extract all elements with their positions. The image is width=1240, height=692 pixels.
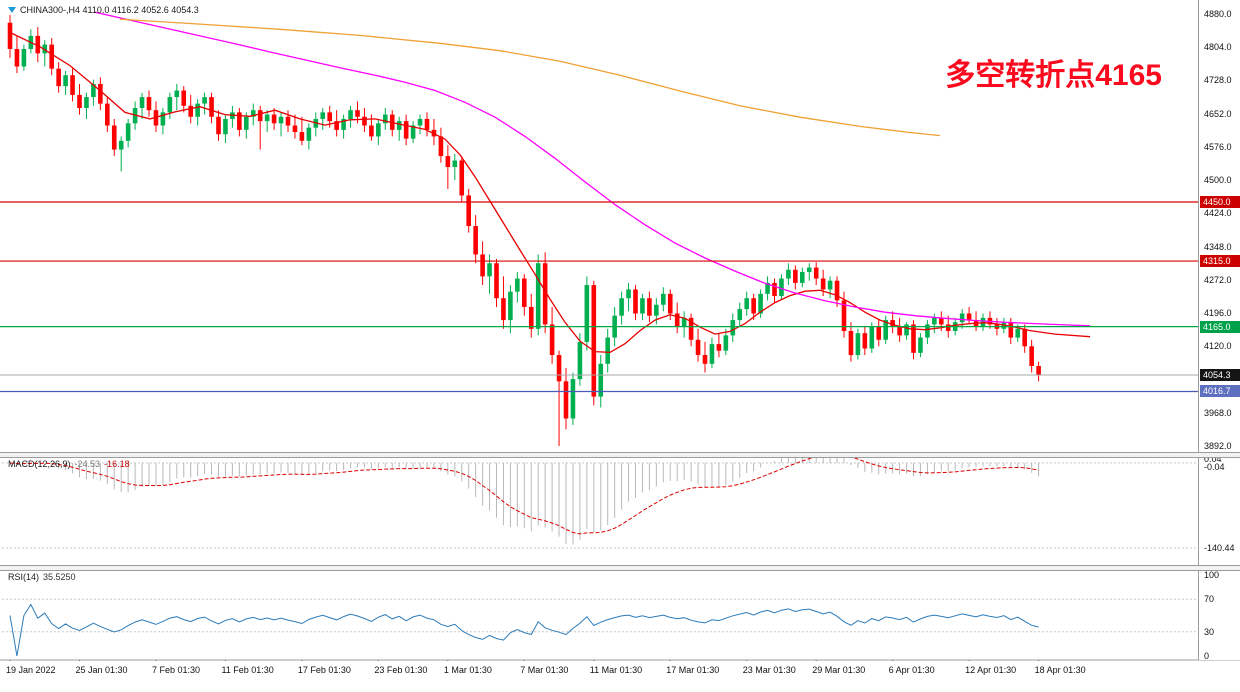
y-axis-label: 4196.0 [1204, 308, 1232, 319]
y-axis-label: 4424.0 [1204, 208, 1232, 219]
y-axis-label: 3968.0 [1204, 407, 1232, 418]
macd-indicator-label: MACD(12,26,9) -24.53 -16.18 [8, 459, 130, 469]
price-axis[interactable]: 4880.0 4804.0 4728.0 4652.0 4576.0 4500.0 4424… [1198, 0, 1240, 661]
x-axis-label: 19 Jan 2022 [6, 665, 56, 675]
x-axis-label: 11 Feb 01:30 [221, 665, 274, 675]
y-axis-label: 4272.0 [1204, 274, 1232, 285]
y-axis-label: 4576.0 [1204, 141, 1232, 152]
x-axis-label: 17 Mar 01:30 [666, 665, 720, 675]
y-axis-label: 4880.0 [1204, 9, 1232, 19]
y-axis-label: 30 [1204, 626, 1215, 637]
x-axis-label: 29 Mar 01:30 [812, 665, 866, 675]
x-axis-label: 23 Feb 01:30 [374, 665, 428, 675]
y-axis-label: 4652.0 [1204, 108, 1232, 119]
x-axis-label: 12 Apr 01:30 [965, 665, 1017, 675]
panel-separator-macd[interactable] [0, 452, 1240, 458]
x-axis-label: 7 Mar 01:30 [520, 665, 569, 675]
panel-separator-rsi[interactable] [0, 565, 1240, 571]
x-axis-label: 23 Mar 01:30 [742, 665, 796, 675]
y-axis-label: 4804.0 [1204, 42, 1232, 53]
chart-annotation-text: 多空转折点4165 [945, 59, 1162, 92]
y-axis-label: -0.04 [1204, 462, 1225, 472]
macd-name: MACD(12,26,9) [8, 459, 71, 469]
y-axis-label: 0 [1204, 651, 1210, 661]
y-axis-label: 4728.0 [1204, 75, 1232, 86]
x-axis-label: 17 Feb 01:30 [297, 665, 351, 675]
x-axis-label: 6 Apr 01:30 [888, 665, 935, 675]
rsi-indicator-label: RSI(14) 35.5250 [8, 572, 76, 582]
x-axis-label: 11 Mar 01:30 [589, 665, 643, 675]
x-axis-label: 7 Feb 01:30 [151, 665, 200, 675]
y-axis-label: 4120.0 [1204, 341, 1232, 352]
price-tag: 4165.0 [1200, 320, 1240, 333]
macd-signal-value: -16.18 [104, 459, 130, 469]
y-axis-label: 4500.0 [1204, 175, 1232, 186]
y-axis-label: 70 [1204, 594, 1215, 605]
macd-main-value: -24.53 [74, 459, 101, 469]
y-axis-label: -140.44 [1204, 543, 1235, 553]
price-tag: 4054.3 [1200, 369, 1240, 382]
y-axis-label: 4348.0 [1204, 241, 1232, 252]
x-axis-label: 18 Apr 01:30 [1034, 665, 1086, 675]
y-axis-label: 100 [1204, 570, 1220, 580]
rsi-value: 35.5250 [43, 572, 76, 582]
x-axis-label: 1 Mar 01:30 [443, 665, 492, 675]
x-axis-label: 25 Jan 01:30 [75, 665, 128, 675]
symbol-info: CHINA300-,H4 4110.0 4116.2 4052.6 4054.3 [8, 5, 199, 15]
y-axis-label: 0.04 [1204, 454, 1222, 464]
time-axis[interactable]: 19 Jan 2022 25 Jan 01:30 7 Feb 01:30 11 Feb… [0, 661, 1240, 692]
price-tag: 4315.0 [1200, 255, 1240, 268]
price-tag: 4016.7 [1200, 385, 1240, 398]
symbol-ohlc-text: CHINA300-,H4 4110.0 4116.2 4052.6 4054.3 [20, 5, 199, 15]
symbol-dropdown-icon [8, 7, 16, 13]
y-axis-label: 3892.0 [1204, 441, 1232, 451]
rsi-name: RSI(14) [8, 572, 40, 582]
price-tag: 4450.0 [1200, 196, 1240, 209]
